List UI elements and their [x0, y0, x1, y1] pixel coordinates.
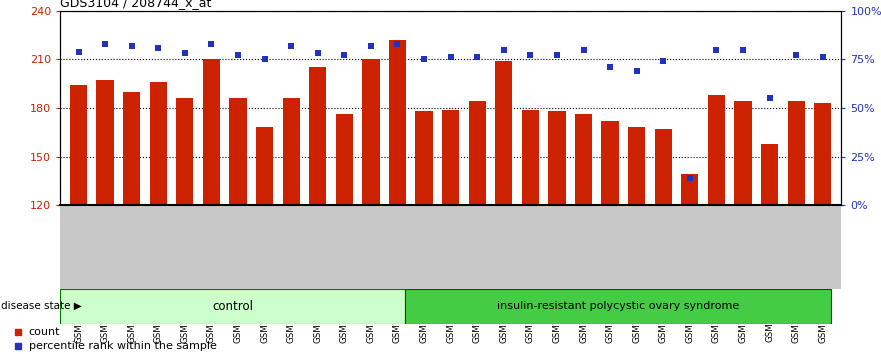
Bar	[70, 85, 87, 205]
Bar	[442, 110, 459, 205]
Text: count: count	[28, 327, 60, 337]
Bar	[405, 289, 831, 324]
Point	[444, 55, 458, 60]
Bar	[814, 103, 832, 205]
Point	[603, 64, 618, 70]
Point	[152, 45, 166, 51]
Point	[311, 51, 325, 56]
Bar	[256, 127, 273, 205]
Bar	[60, 289, 405, 324]
Point	[124, 43, 138, 48]
Text: insulin-resistant polycystic ovary syndrome: insulin-resistant polycystic ovary syndr…	[497, 301, 739, 311]
Point	[789, 53, 803, 58]
Bar	[123, 92, 140, 205]
Bar	[150, 82, 167, 205]
Bar	[229, 98, 247, 205]
Point	[683, 175, 697, 181]
Bar	[575, 114, 592, 205]
Bar	[176, 98, 194, 205]
Point	[337, 53, 352, 58]
Bar	[203, 59, 220, 205]
Bar	[495, 61, 513, 205]
Bar	[602, 121, 618, 205]
Point	[204, 41, 218, 47]
Bar	[362, 59, 380, 205]
Bar	[336, 114, 353, 205]
Point	[231, 53, 245, 58]
Bar	[522, 110, 539, 205]
Bar	[548, 111, 566, 205]
Bar	[469, 102, 485, 205]
Point	[523, 53, 537, 58]
Point	[709, 47, 723, 52]
Bar	[707, 95, 725, 205]
Bar	[788, 102, 805, 205]
Bar	[655, 129, 672, 205]
Bar	[416, 111, 433, 205]
Point	[630, 68, 644, 74]
Text: GDS3104 / 208744_x_at: GDS3104 / 208744_x_at	[60, 0, 211, 10]
Point	[417, 57, 431, 62]
Bar	[309, 67, 326, 205]
Point	[497, 47, 511, 52]
Text: control: control	[212, 300, 253, 313]
Bar	[96, 80, 114, 205]
Point	[98, 41, 112, 47]
Point	[576, 47, 590, 52]
Point	[470, 55, 485, 60]
Point	[178, 51, 192, 56]
Bar	[283, 98, 300, 205]
Text: disease state ▶: disease state ▶	[2, 301, 82, 311]
Point	[736, 47, 750, 52]
Point	[816, 55, 830, 60]
Bar	[761, 144, 778, 205]
Bar	[628, 127, 645, 205]
Point	[71, 48, 85, 54]
Point	[656, 58, 670, 64]
Text: percentile rank within the sample: percentile rank within the sample	[28, 342, 217, 352]
Bar	[735, 102, 751, 205]
Point	[763, 96, 777, 101]
Point	[284, 43, 298, 48]
Bar	[681, 175, 699, 205]
Point	[364, 43, 378, 48]
Bar	[389, 40, 406, 205]
Point	[550, 53, 564, 58]
Point	[257, 57, 271, 62]
Point	[390, 41, 404, 47]
